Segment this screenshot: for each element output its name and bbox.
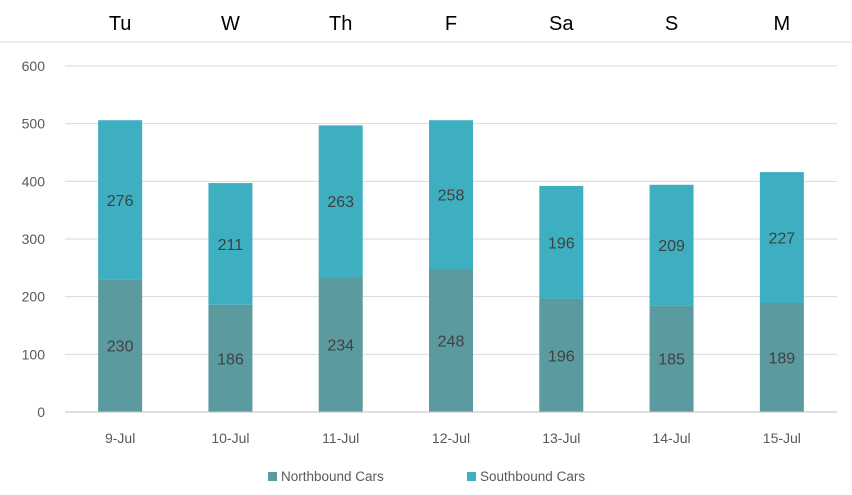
legend: Northbound Cars Southbound Cars <box>268 469 585 484</box>
bar-northbound <box>429 268 473 412</box>
bar-northbound <box>318 277 363 412</box>
data-label: 248 <box>438 333 465 350</box>
x-category-label: 13-Jul <box>542 430 580 446</box>
bar-southbound <box>759 172 804 304</box>
bar-southbound <box>208 183 253 305</box>
day-labels: Tu W Th F Sa S M <box>109 13 790 35</box>
bar-southbound <box>429 120 473 269</box>
x-category-label: 11-Jul <box>322 430 359 446</box>
data-label: 189 <box>769 351 796 368</box>
data-label: 211 <box>218 237 244 254</box>
data-label: 258 <box>438 188 465 205</box>
legend-label: Northbound Cars <box>281 469 384 484</box>
y-tick-label: 600 <box>22 58 46 74</box>
x-category-label: 14-Jul <box>653 430 691 446</box>
day-label: Th <box>329 13 352 35</box>
bar-northbound <box>98 279 143 412</box>
data-label: 276 <box>107 193 134 210</box>
x-category-label: 10-Jul <box>211 430 249 446</box>
data-label: 263 <box>327 194 354 211</box>
bar-northbound <box>208 304 253 412</box>
data-label: 230 <box>107 339 134 356</box>
bar-northbound <box>539 298 584 412</box>
y-tick-label: 200 <box>22 289 46 305</box>
bar-southbound <box>649 184 694 306</box>
y-tick-label: 400 <box>22 173 46 189</box>
x-axis-categories: 9-Jul 10-Jul 11-Jul 12-Jul 13-Jul 14-Jul 15-Ju… <box>105 430 801 446</box>
y-tick-label: 0 <box>37 404 45 420</box>
day-label: Tu <box>109 13 132 35</box>
y-tick-label: 300 <box>22 231 46 247</box>
y-axis-ticks: 0 100 200 300 400 500 600 <box>22 58 46 420</box>
data-label: 185 <box>658 352 685 369</box>
legend-swatch <box>268 472 277 481</box>
bar-northbound <box>649 305 694 412</box>
bar-southbound <box>98 120 143 280</box>
day-label: Sa <box>549 13 574 35</box>
day-label: M <box>774 13 791 35</box>
day-label: S <box>665 13 678 35</box>
x-category-label: 15-Jul <box>763 430 801 446</box>
day-label: F <box>445 13 457 35</box>
day-label: W <box>221 13 240 35</box>
bar-northbound <box>759 303 804 412</box>
data-label: 196 <box>548 235 575 252</box>
data-label: 186 <box>217 351 244 368</box>
bar-southbound <box>318 125 363 278</box>
data-label: 227 <box>769 231 796 248</box>
x-category-label: 12-Jul <box>432 430 470 446</box>
x-category-label: 9-Jul <box>105 430 135 446</box>
data-label: 234 <box>327 338 354 355</box>
data-label: 196 <box>548 348 575 365</box>
y-tick-label: 100 <box>22 346 46 362</box>
legend-swatch <box>467 472 476 481</box>
data-labels: 230 276 186 211 234 263 248 258 196 196 185 209 189 2… <box>107 188 796 369</box>
bar-southbound <box>539 185 584 299</box>
y-tick-label: 500 <box>22 116 46 132</box>
bars <box>98 120 804 412</box>
data-label: 209 <box>658 238 685 255</box>
legend-label: Southbound Cars <box>480 469 585 484</box>
